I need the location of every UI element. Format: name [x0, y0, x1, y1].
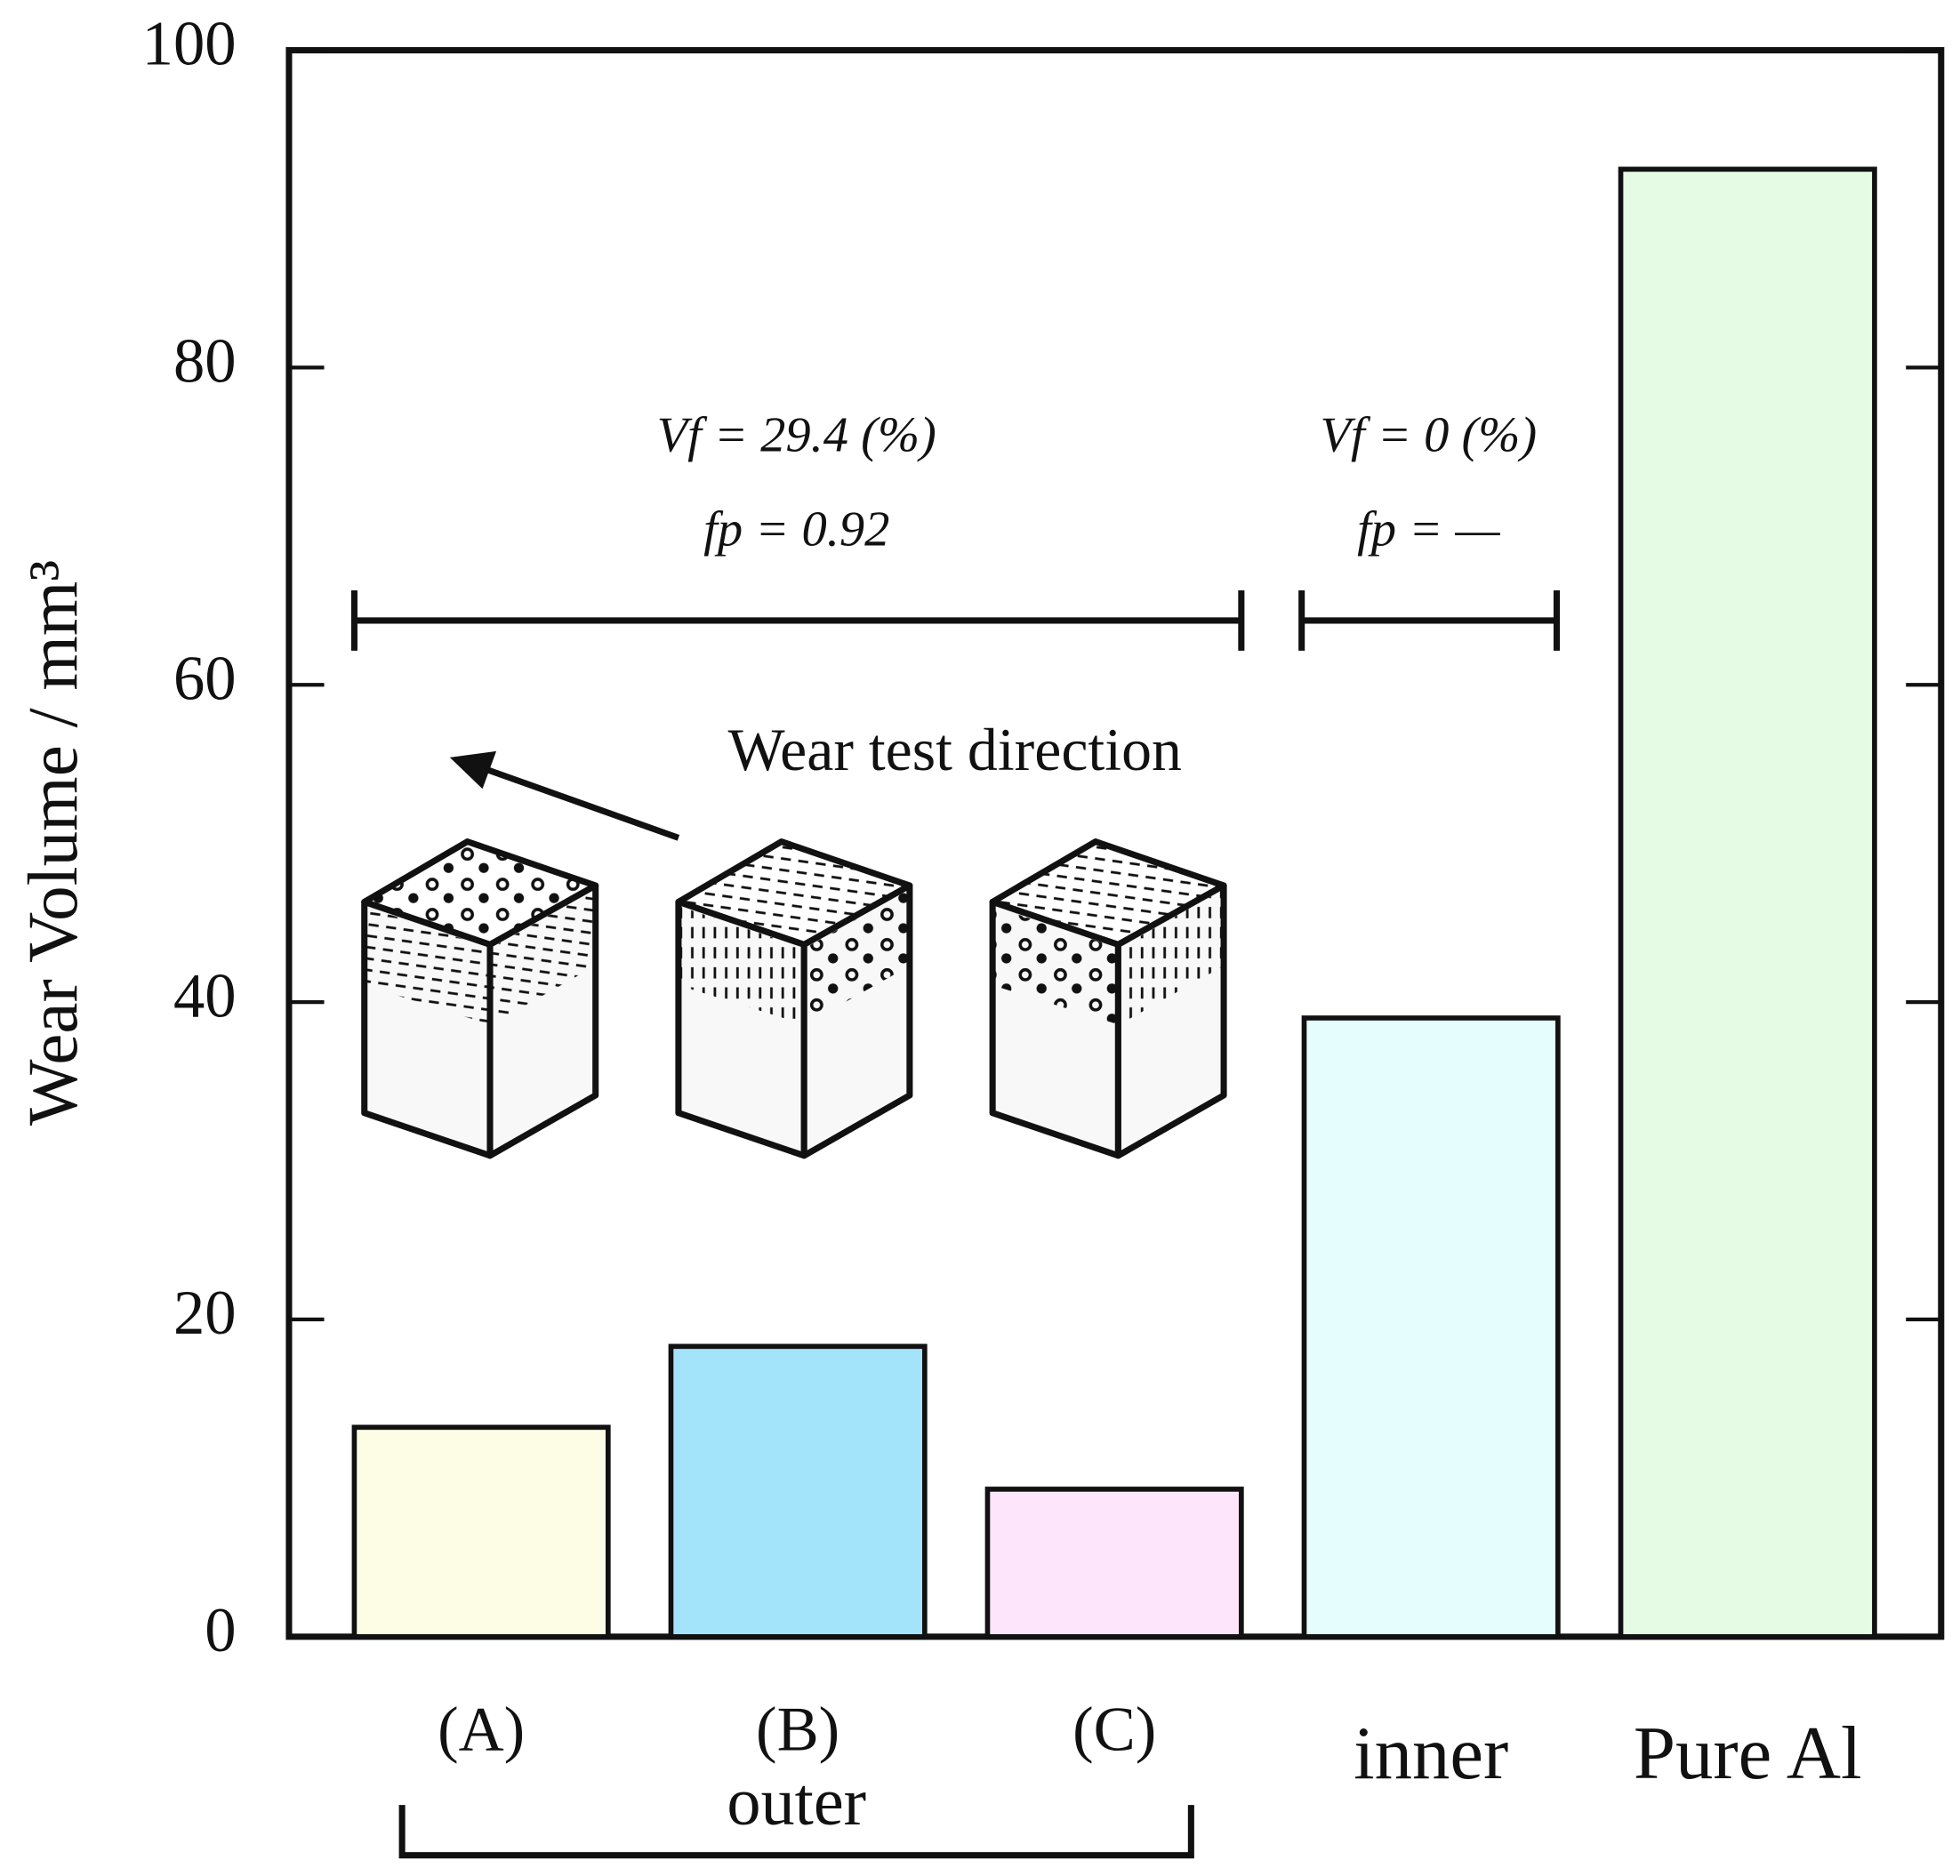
group-label: outer — [727, 1764, 866, 1840]
bar — [1618, 166, 1877, 1639]
specimen-cube — [675, 838, 913, 1159]
x-tick-label: (C) — [1072, 1696, 1156, 1765]
y-tick-label: 20 — [173, 1279, 237, 1348]
y-tick-label: 80 — [173, 327, 237, 397]
arrow-head — [449, 750, 497, 790]
annotation: fp = — — [1357, 501, 1500, 557]
y-tick-label: 40 — [173, 961, 237, 1030]
x-tick-label: (A) — [438, 1696, 525, 1765]
x-tick-label: Pure Al — [1634, 1712, 1862, 1795]
specimen-cube — [989, 838, 1227, 1159]
bar — [668, 1343, 928, 1639]
range-brackets — [350, 590, 1561, 1859]
y-tick-label: 100 — [142, 10, 237, 79]
bar — [1301, 1015, 1561, 1639]
annotation: Vf = 0 (%) — [1321, 407, 1538, 462]
y-axis-label: Wear Volume / mm³ — [15, 560, 92, 1126]
specimen-cube — [361, 838, 599, 1159]
y-tick-label: 0 — [205, 1596, 236, 1665]
annotation: Vf = 29.4 (%) — [657, 407, 936, 462]
x-tick-label: (B) — [756, 1696, 839, 1765]
annotation: Wear test direction — [728, 717, 1182, 783]
x-tick-label: inner — [1354, 1712, 1508, 1795]
bar — [351, 1424, 611, 1639]
y-tick-label: 60 — [173, 644, 237, 713]
bar — [984, 1487, 1244, 1639]
annotation: fp = 0.92 — [703, 501, 889, 557]
